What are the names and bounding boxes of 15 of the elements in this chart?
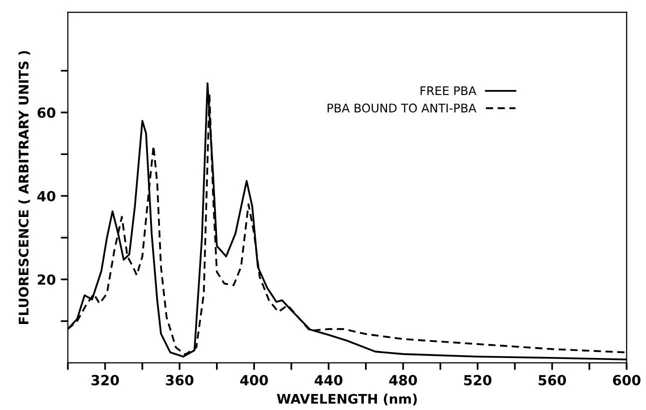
x-tick-label: 520 bbox=[464, 374, 492, 386]
x-tick-label: 400 bbox=[240, 374, 268, 386]
x-axis-title: WAVELENGTH (nm) bbox=[276, 394, 417, 406]
x-tick-label: 480 bbox=[389, 374, 417, 386]
x-tick-label: 320 bbox=[92, 374, 119, 386]
y-axis-title: FLUORESCENCE ( ARBITRARY UNITS ) bbox=[18, 51, 30, 324]
x-tick-label: 440 bbox=[314, 374, 342, 386]
y-tick-label: 60 bbox=[38, 107, 56, 118]
x-tick-label: 560 bbox=[538, 374, 566, 386]
legend-label: PBA BOUND TO ANTI-PBA bbox=[328, 104, 476, 112]
y-tick-label: 40 bbox=[37, 190, 56, 202]
x-tick-label: 600 bbox=[612, 374, 640, 386]
x-tick-label: 360 bbox=[166, 374, 194, 386]
y-tick-label: 20 bbox=[38, 274, 56, 285]
legend-label: FREE PBA bbox=[420, 86, 476, 95]
